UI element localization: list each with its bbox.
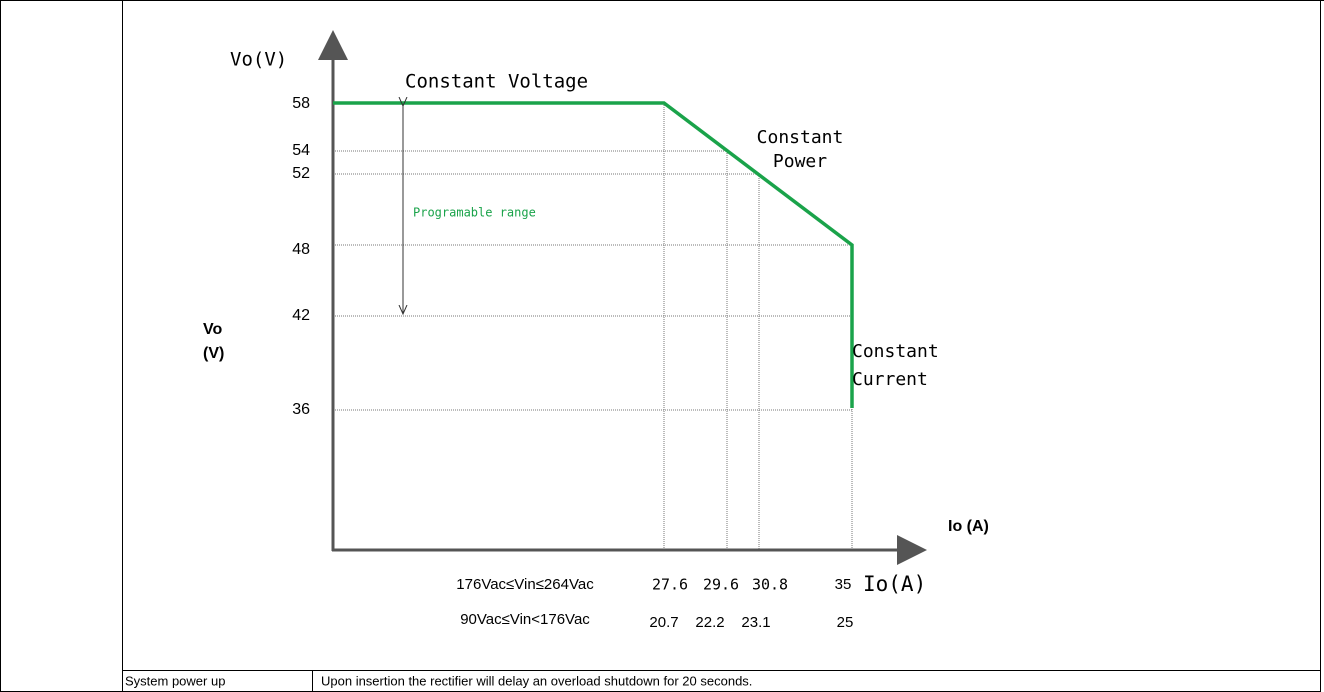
output-curve <box>333 101 854 408</box>
current-value: 22.2 <box>695 614 724 631</box>
side-label: (V) <box>203 345 224 362</box>
current-value: 27.6 <box>652 576 688 594</box>
y-axis-title: Vo(V) <box>230 49 287 71</box>
y-tick-label: 52 <box>292 165 310 182</box>
x-axis-title-2: Io(A) <box>863 572 926 596</box>
x-axis-title: Io (A) <box>948 518 989 535</box>
current-value: 23.1 <box>741 614 770 631</box>
current-value: 29.6 <box>703 576 739 594</box>
input-range-label: 90Vac≤Vin<176Vac <box>460 611 590 628</box>
y-tick-label: 54 <box>292 142 310 159</box>
footer-description: Upon insertion the rectifier will delay … <box>321 673 752 688</box>
y-tick-label: 58 <box>292 95 310 112</box>
region-label: Constant Voltage <box>405 71 588 93</box>
footer-item: System power up <box>125 673 225 688</box>
region-label: Constant <box>757 127 844 148</box>
y-tick-label: 48 <box>292 241 310 258</box>
current-value: 25 <box>837 614 854 631</box>
y-tick-label: 42 <box>292 307 310 324</box>
y-tick-label: 36 <box>292 401 310 418</box>
current-value: 35 <box>835 576 852 593</box>
current-value: 20.7 <box>649 614 678 631</box>
range-label: Programable range <box>413 206 536 220</box>
region-label: Constant <box>852 341 939 362</box>
current-value: 30.8 <box>752 576 788 594</box>
input-range-label: 176Vac≤Vin≤264Vac <box>456 576 594 593</box>
region-label: Power <box>773 151 827 172</box>
side-label: Vo <box>203 321 222 338</box>
region-label: Current <box>852 369 928 390</box>
